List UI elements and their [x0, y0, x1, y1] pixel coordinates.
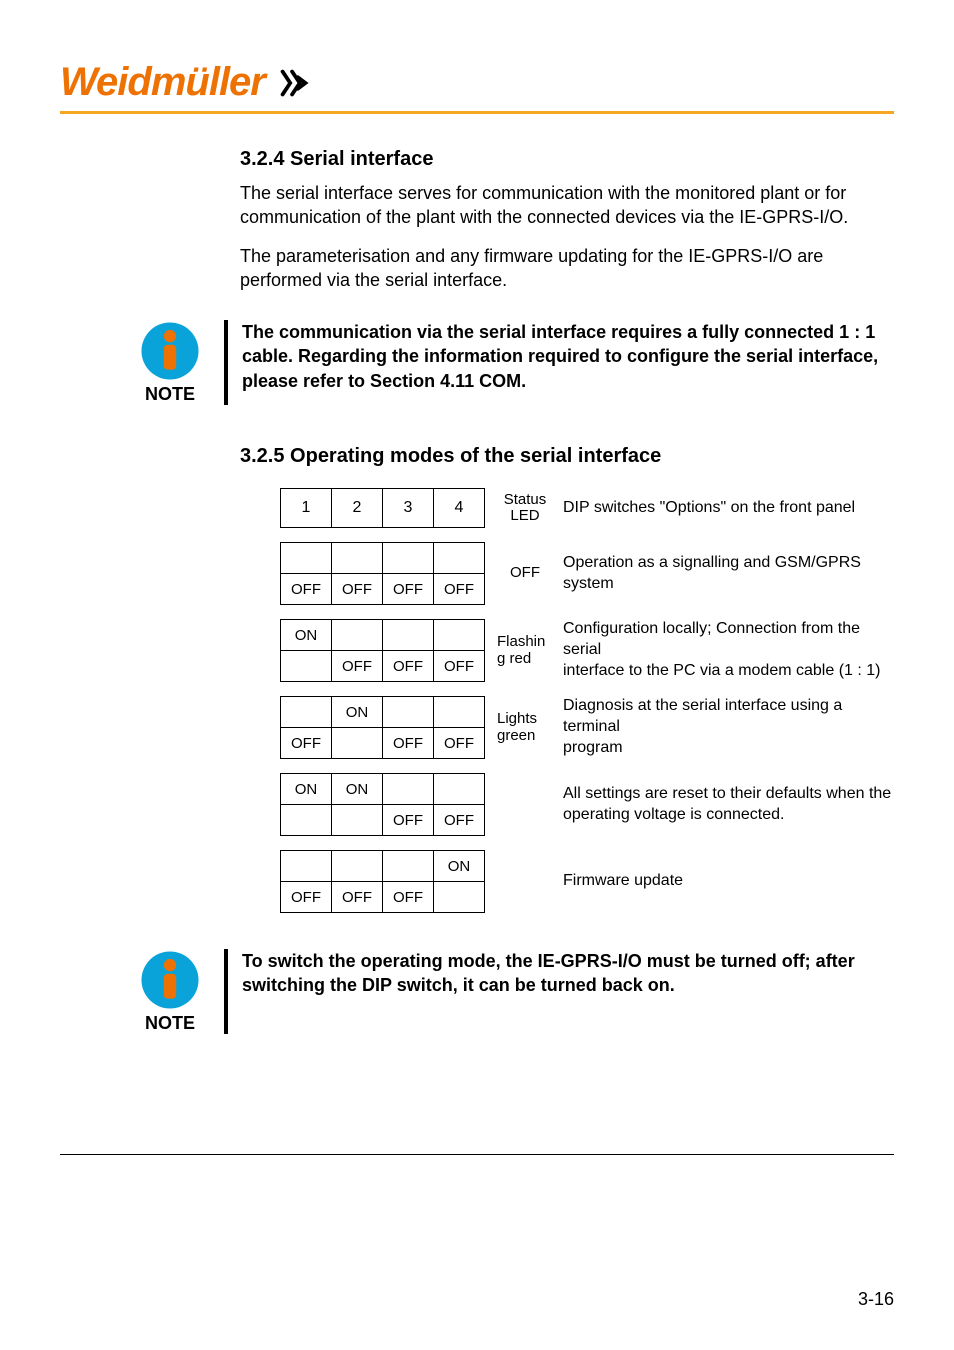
dip-cell	[281, 851, 332, 882]
dip-cell: OFF	[383, 651, 434, 682]
logo-mark-icon	[275, 64, 313, 102]
dip-cell	[383, 620, 434, 651]
dip-cell	[383, 851, 434, 882]
dip-cell	[281, 805, 332, 836]
dip-cell	[434, 697, 485, 728]
heading-3-2-4: 3.2.4 Serial interface	[240, 148, 894, 171]
dip-cell: OFF	[383, 574, 434, 605]
dip-status-2: Lights green	[493, 711, 557, 744]
brand-logo: Weidmüller	[60, 60, 894, 105]
status-line: g red	[497, 650, 531, 667]
desc-line: Diagnosis at the serial interface using …	[563, 697, 842, 735]
heading-3-2-5: 3.2.5 Operating modes of the serial inte…	[240, 445, 894, 468]
dip-cell	[332, 805, 383, 836]
dip-cell: OFF	[332, 651, 383, 682]
dip-table-3: ON ON OFF OFF	[280, 773, 485, 836]
note-divider	[224, 949, 228, 1034]
dip-cell	[383, 774, 434, 805]
dip-cell: OFF	[434, 574, 485, 605]
dip-desc-3: All settings are reset to their defaults…	[557, 784, 894, 826]
dip-cell	[434, 882, 485, 913]
logo-text: Weidmüller	[60, 60, 265, 105]
desc-line: interface to the PC via a modem cable (1…	[563, 662, 880, 679]
dip-cell: ON	[332, 697, 383, 728]
dip-header-table: 1 2 3 4	[280, 488, 485, 528]
dip-header-row: 1 2 3 4 Status LED DIP switches "Options…	[280, 488, 894, 528]
dip-cell: OFF	[434, 805, 485, 836]
desc-line: operating voltage is connected.	[563, 806, 784, 823]
dip-row-4: ON OFF OFF OFF Firmware update	[280, 850, 894, 913]
note-label-2: NOTE	[145, 1013, 195, 1034]
desc-line: program	[563, 739, 623, 756]
dip-cell: OFF	[383, 728, 434, 759]
dip-cell: ON	[332, 774, 383, 805]
dip-cell: OFF	[434, 651, 485, 682]
dip-desc-2: Diagnosis at the serial interface using …	[557, 696, 894, 758]
dip-cell	[281, 543, 332, 574]
dip-cell	[434, 774, 485, 805]
dip-cell	[332, 543, 383, 574]
dip-table-2: ON OFF OFF OFF	[280, 696, 485, 759]
dip-cell: OFF	[383, 882, 434, 913]
dip-desc-1: Configuration locally; Connection from t…	[557, 619, 894, 681]
dip-cell	[434, 543, 485, 574]
status-line: Flashin	[497, 633, 545, 650]
note-text-2: To switch the operating mode, the IE-GPR…	[232, 949, 894, 998]
dip-cell: OFF	[383, 805, 434, 836]
dip-row-1: ON OFF OFF OFF Flashin g red	[280, 619, 894, 682]
status-line: Lights	[497, 710, 537, 727]
dip-cell	[332, 851, 383, 882]
para-3-2-4-1: The serial interface serves for communic…	[240, 181, 894, 230]
dip-table-4: ON OFF OFF OFF	[280, 850, 485, 913]
note-block-2: NOTE To switch the operating mode, the I…	[120, 949, 894, 1034]
dip-cell	[332, 728, 383, 759]
dip-cell: OFF	[281, 728, 332, 759]
dip-cell: OFF	[434, 728, 485, 759]
dip-cell: ON	[434, 851, 485, 882]
dip-cell	[332, 620, 383, 651]
dip-cell: OFF	[332, 882, 383, 913]
dip-col-2: 2	[332, 489, 383, 528]
dip-cell	[383, 697, 434, 728]
info-icon	[139, 320, 201, 382]
dip-status-0: OFF	[493, 565, 557, 582]
status-line: green	[497, 727, 535, 744]
dip-header-desc: DIP switches "Options" on the front pane…	[557, 498, 894, 519]
footer-rule	[60, 1154, 894, 1155]
note-divider	[224, 320, 228, 405]
dip-col-3: 3	[383, 489, 434, 528]
note-label-1: NOTE	[145, 384, 195, 405]
dip-col-1: 1	[281, 489, 332, 528]
note-block-1: NOTE The communication via the serial in…	[120, 320, 894, 405]
dip-cell	[281, 697, 332, 728]
dip-status-1: Flashin g red	[493, 634, 557, 667]
page-number: 3-16	[858, 1289, 894, 1310]
dip-cell: ON	[281, 620, 332, 651]
dip-cell	[434, 620, 485, 651]
dip-cell: ON	[281, 774, 332, 805]
dip-cell	[281, 651, 332, 682]
dip-desc-4: Firmware update	[557, 871, 894, 892]
dip-row-2: ON OFF OFF OFF Lights green Diagnosis a	[280, 696, 894, 759]
dip-row-0: OFF OFF OFF OFF OFF Operation as a signa…	[280, 542, 894, 605]
status-led-header: Status LED	[493, 492, 557, 525]
note-text-1: The communication via the serial interfa…	[232, 320, 894, 393]
dip-table-1: ON OFF OFF OFF	[280, 619, 485, 682]
dip-cell: OFF	[281, 882, 332, 913]
dip-cell: OFF	[281, 574, 332, 605]
header-rule	[60, 111, 894, 114]
dip-row-3: ON ON OFF OFF All settings are reset to …	[280, 773, 894, 836]
dip-table-0: OFF OFF OFF OFF	[280, 542, 485, 605]
info-icon	[139, 949, 201, 1011]
para-3-2-4-2: The parameterisation and any firmware up…	[240, 244, 894, 293]
desc-line: All settings are reset to their defaults…	[563, 785, 891, 802]
dip-col-4: 4	[434, 489, 485, 528]
desc-line: Configuration locally; Connection from t…	[563, 620, 860, 658]
dip-desc-0: Operation as a signalling and GSM/GPRS s…	[557, 553, 894, 595]
dip-cell: OFF	[332, 574, 383, 605]
dip-cell	[383, 543, 434, 574]
